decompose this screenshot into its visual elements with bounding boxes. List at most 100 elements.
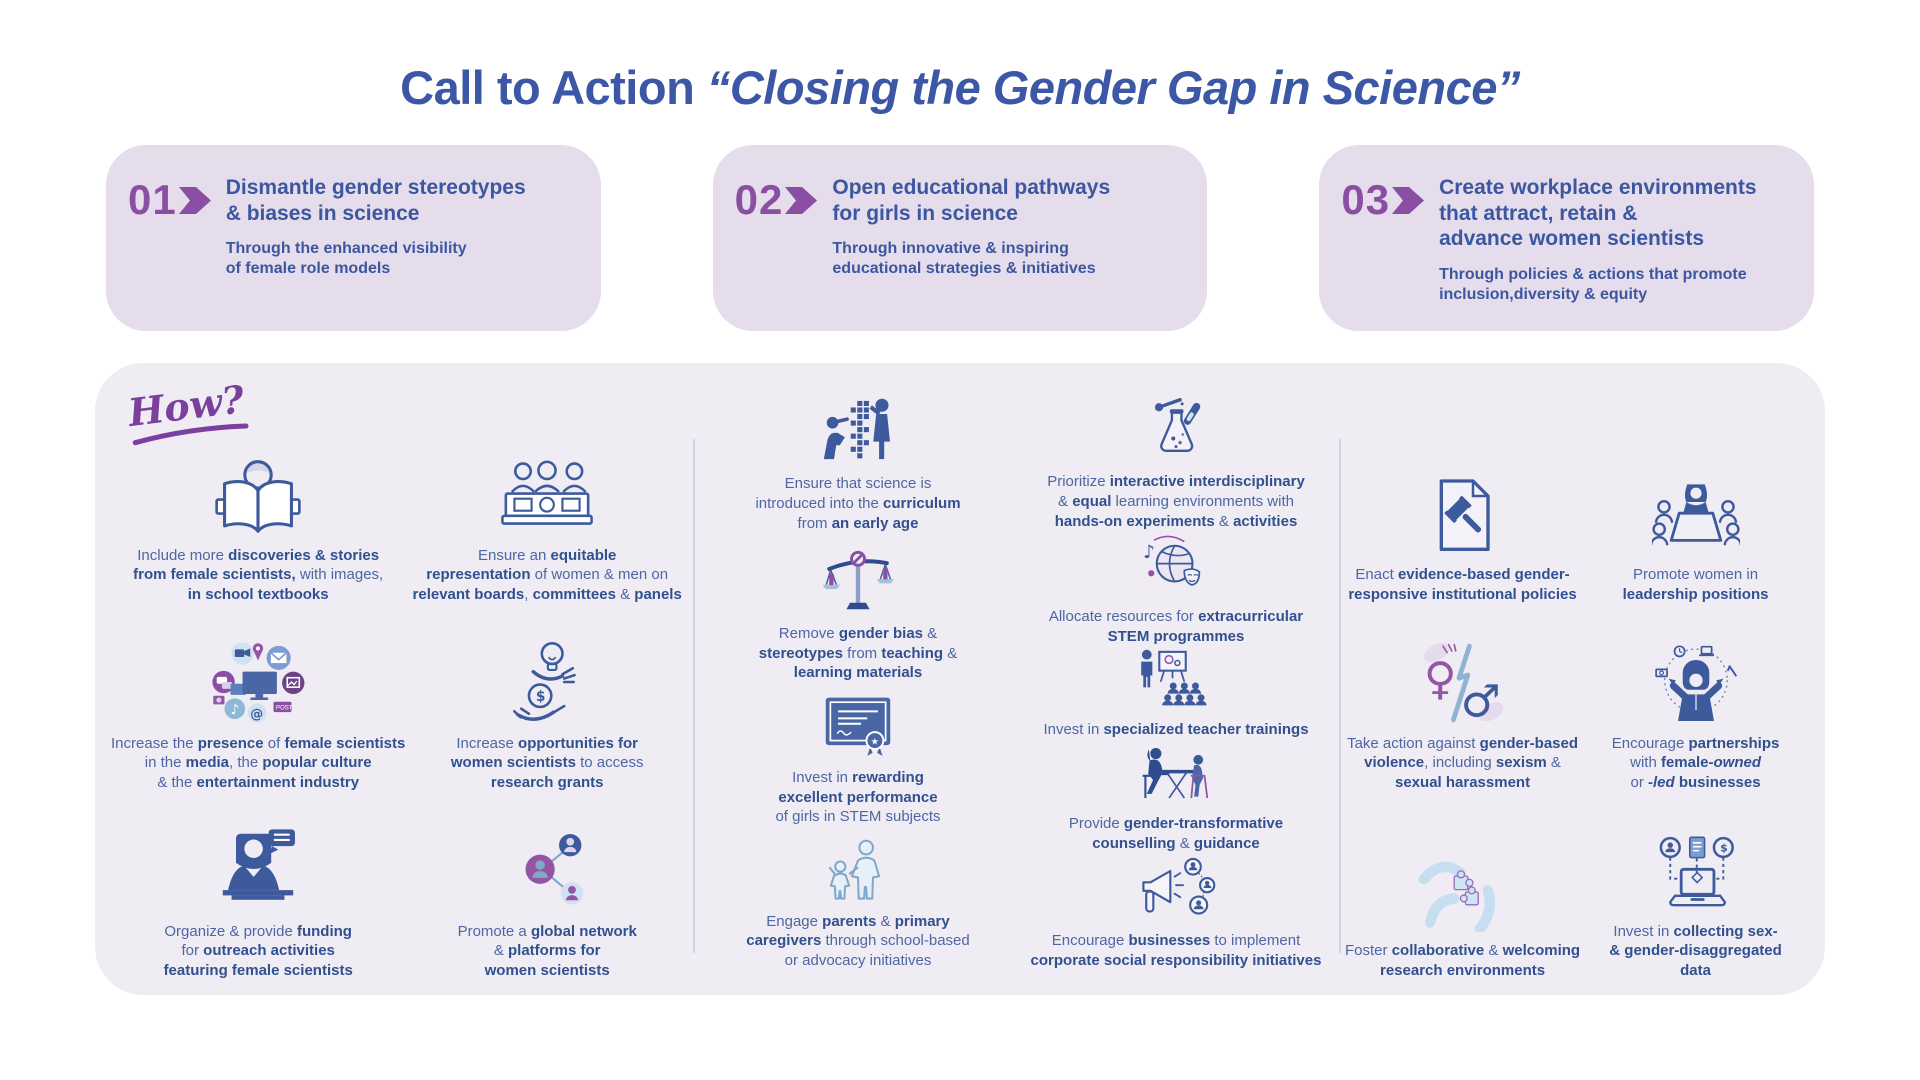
item-caption: Encourage partnerships with female-owned o… (1611, 734, 1780, 792)
pillar-subtitle: Through policies & actions that promote i… (1439, 265, 1747, 303)
list-item: Prioritize interactive interdisciplinary… (1047, 395, 1305, 531)
how-underline (132, 423, 249, 446)
list-item: Foster collaborative & welcoming research… (1345, 852, 1580, 981)
pillar-card-2: 02 Open educational pathways for girls in… (712, 145, 1208, 331)
item-caption: Increase the presence of female scientis… (111, 734, 406, 792)
item-caption: Enact evidence-based gender-responsive i… (1348, 566, 1577, 604)
leadership-icon (1651, 484, 1740, 546)
pillar-number: 01 (128, 176, 177, 223)
item-caption: Invest in rewarding excellent performance… (775, 768, 941, 826)
panel-icon (501, 460, 594, 525)
how-label: How? (126, 376, 249, 446)
page-title: Call to Action “Closing the Gender Gap i… (0, 0, 1920, 115)
education-subcolumn-left: Ensure that science is introduced into th… (699, 389, 1017, 979)
pillar-text: Dismantle gender stereotypes & biases in … (226, 175, 526, 279)
arrow-right-icon (785, 186, 818, 214)
pillars-row: 01 Dismantle gender stereotypes & biases … (106, 145, 1815, 331)
outreach-icon (222, 829, 296, 900)
performance-icon: ★ (825, 697, 891, 756)
list-item: Encourage partnerships with female-owned o… (1611, 645, 1780, 793)
how-section: How? (95, 363, 1825, 995)
item-caption: Provide gender-transformative counselling… (1068, 815, 1284, 852)
list-item: Include more discoveries & stories from f… (133, 455, 383, 605)
pillar-subtitle: Through innovative & inspiring educationa… (832, 240, 1096, 278)
stem-extracurricular-icon: ♪ (1143, 535, 1201, 586)
item-caption: Ensure an equitable representation of wom… (412, 546, 682, 604)
svg-text:♪: ♪ (1143, 542, 1155, 563)
policies-icon (1439, 479, 1490, 552)
svg-text:POST: POST (276, 705, 293, 711)
education-subcolumn-right: Prioritize interactive interdisciplinary… (1017, 389, 1335, 979)
item-caption: Promote women in leadership positions (1622, 566, 1769, 604)
item-caption: Allocate resources for extracurricular ST… (1048, 608, 1304, 645)
list-item: Provide gender-transformative counselling… (1069, 741, 1283, 854)
svg-text:♪: ♪ (231, 701, 240, 717)
data-icon: $ (1659, 836, 1734, 906)
pillar-title: Open educational pathways for girls in sc… (832, 176, 1111, 225)
bias-icon (822, 550, 894, 610)
pillar-title: Dismantle gender stereotypes & biases in … (225, 176, 526, 225)
pillar-title: Create workplace environments that attrac… (1439, 176, 1757, 251)
pillar-text: Open educational pathways for girls in sc… (832, 175, 1110, 279)
list-item: ★ Invest in rewarding excellent performan… (775, 693, 941, 827)
collaboration-icon (1418, 862, 1495, 933)
item-caption: Remove gender bias & stereotypes from tea… (758, 624, 958, 682)
item-caption: Invest in specialized teacher trainings (1043, 721, 1309, 739)
svg-text:$: $ (1720, 841, 1728, 854)
pillar-number-badge: 02 (735, 175, 819, 221)
section-divider (1339, 439, 1341, 953)
section-education: Ensure that science is introduced into th… (699, 385, 1335, 979)
section-divider (693, 439, 695, 953)
item-caption: Increase opportunities for women scientis… (450, 734, 644, 792)
list-item: Ensure that science is introduced into th… (755, 395, 961, 533)
experiments-icon (1154, 398, 1201, 452)
pillar-number-badge: 03 (1341, 175, 1425, 221)
title-quote: “Closing the Gender Gap in Science” (706, 61, 1521, 114)
list-item: Encourage businesses to implement corpora… (1031, 854, 1321, 971)
item-caption: Prioritize interactive interdisciplinary… (1047, 473, 1305, 530)
network-icon (525, 833, 584, 905)
item-caption: Organize & provide funding for outreach a… (163, 922, 353, 980)
list-item: $ Increase opportunities for women scient… (450, 639, 644, 793)
pillar-card-3: 03 Create workplace environments that att… (1319, 145, 1815, 331)
list-item: Promote women in leadership positions (1622, 480, 1769, 605)
grants-icon: $ (513, 641, 576, 721)
item-caption: Ensure that science is introduced into th… (755, 475, 961, 532)
textbooks-icon (215, 459, 301, 533)
item-caption: Include more discoveries & stories from f… (133, 546, 384, 604)
item-caption: Engage parents & primary caregivers throu… (746, 912, 970, 970)
list-item: Engage parents & primary caregivers throu… (746, 837, 970, 971)
item-caption: Promote a global network & platforms for w… (457, 922, 637, 980)
list-item: Invest in specialized teacher trainings (1043, 647, 1309, 740)
pillar-text: Create workplace environments that attrac… (1439, 175, 1756, 305)
list-item: Promote a global network & platforms for w… (458, 829, 637, 981)
pillar-number-badge: 01 (128, 175, 212, 221)
caregivers-icon (828, 839, 881, 900)
svg-text:★: ★ (871, 736, 879, 747)
svg-text:♂: ♂ (1460, 674, 1500, 724)
list-item: Remove gender bias & stereotypes from tea… (759, 543, 957, 683)
title-prefix: Call to Action (400, 61, 707, 114)
list-item: $ Invest in collecting sex- & gender-disa… (1609, 835, 1782, 981)
list-item: Ensure an equitable representation of wom… (413, 457, 682, 605)
partnerships-icon (1654, 645, 1737, 721)
teacher-icon (1141, 650, 1207, 706)
list-item: ♪ Allocate resources for extracurricular… (1049, 532, 1303, 647)
section-workplace: Enact evidence-based gender-responsive i… (1345, 385, 1811, 979)
how-columns: Include more discoveries & stories from f… (111, 385, 1811, 979)
item-caption: Invest in collecting sex- & gender-disagg… (1609, 922, 1782, 980)
pillar-card-1: 01 Dismantle gender stereotypes & biases … (106, 145, 601, 331)
list-item: ♀ ♂ Take action against gender-based viol… (1347, 641, 1578, 793)
pillar-number: 02 (734, 176, 784, 223)
arrow-right-icon (178, 186, 211, 214)
counselling-icon (1142, 747, 1209, 799)
csr-icon (1142, 858, 1216, 915)
media-icon: ♪ @ POST (212, 642, 305, 723)
list-item: ♪ @ POST Increase the presence of female… (111, 639, 405, 793)
arrow-right-icon (1392, 186, 1425, 214)
pillar-subtitle: Through the enhanced visibility of female… (225, 240, 467, 278)
svg-text:$: $ (536, 689, 546, 705)
section-role-models: Include more discoveries & stories from f… (111, 385, 689, 979)
list-item: Organize & provide funding for outreach a… (164, 825, 353, 981)
